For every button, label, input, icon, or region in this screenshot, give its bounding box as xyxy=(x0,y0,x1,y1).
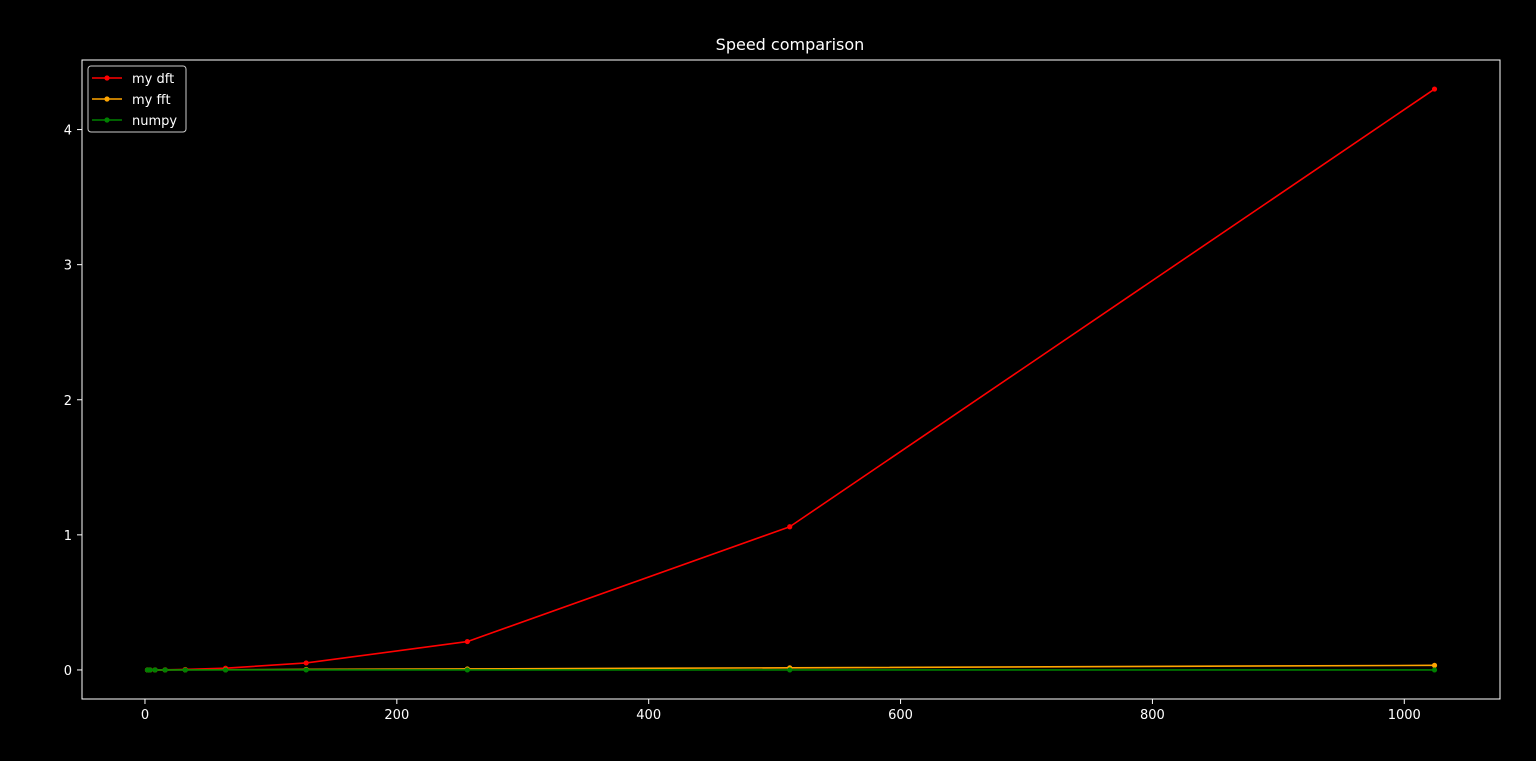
legend-marker xyxy=(104,75,110,81)
data-point-numpy xyxy=(182,667,188,673)
data-point-my-dft xyxy=(1431,86,1438,92)
series-numpy xyxy=(144,667,1438,673)
x-tick-label: 800 xyxy=(1140,708,1165,723)
data-point-numpy xyxy=(303,667,309,673)
data-point-numpy xyxy=(152,667,158,673)
legend-frame xyxy=(87,65,187,133)
series-layer xyxy=(144,86,1438,673)
y-tick-label: 1 xyxy=(64,529,72,544)
x-tick-label: 1000 xyxy=(1388,708,1421,723)
y-tick-label: 3 xyxy=(64,259,72,274)
data-point-numpy xyxy=(222,667,229,673)
y-axis: 0 1 2 3 4 xyxy=(64,124,82,679)
data-point-my-dft xyxy=(303,660,309,666)
legend-item-my-dft: my dft xyxy=(92,72,174,87)
x-tick-label: 0 xyxy=(141,708,149,723)
y-tick-label: 0 xyxy=(64,664,72,679)
data-point-numpy xyxy=(787,667,793,673)
data-point-numpy xyxy=(464,667,470,673)
data-point-numpy xyxy=(162,667,168,673)
legend-marker xyxy=(104,117,110,123)
x-tick-label: 600 xyxy=(888,708,913,723)
data-point-my-fft xyxy=(1431,662,1438,668)
y-tick-label: 4 xyxy=(64,124,72,139)
legend: my dft my fft numpy xyxy=(87,65,187,133)
plot-area xyxy=(81,59,1501,700)
x-tick-label: 200 xyxy=(384,708,409,723)
legend-label: my dft xyxy=(132,72,174,87)
legend-item-my-fft: my fft xyxy=(92,93,171,108)
y-tick-label: 2 xyxy=(64,394,72,409)
data-point-numpy xyxy=(1431,667,1438,673)
legend-marker xyxy=(104,96,110,102)
data-point-numpy xyxy=(147,667,153,673)
x-axis: 0 200 400 600 800 1000 xyxy=(141,699,1421,723)
x-tick-label: 400 xyxy=(636,708,661,723)
legend-label: numpy xyxy=(132,114,177,129)
chart-title: Speed comparison xyxy=(716,35,865,54)
data-point-my-dft xyxy=(787,524,793,530)
legend-label: my fft xyxy=(132,93,171,108)
legend-item-numpy: numpy xyxy=(92,114,177,129)
data-point-my-dft xyxy=(464,638,470,645)
